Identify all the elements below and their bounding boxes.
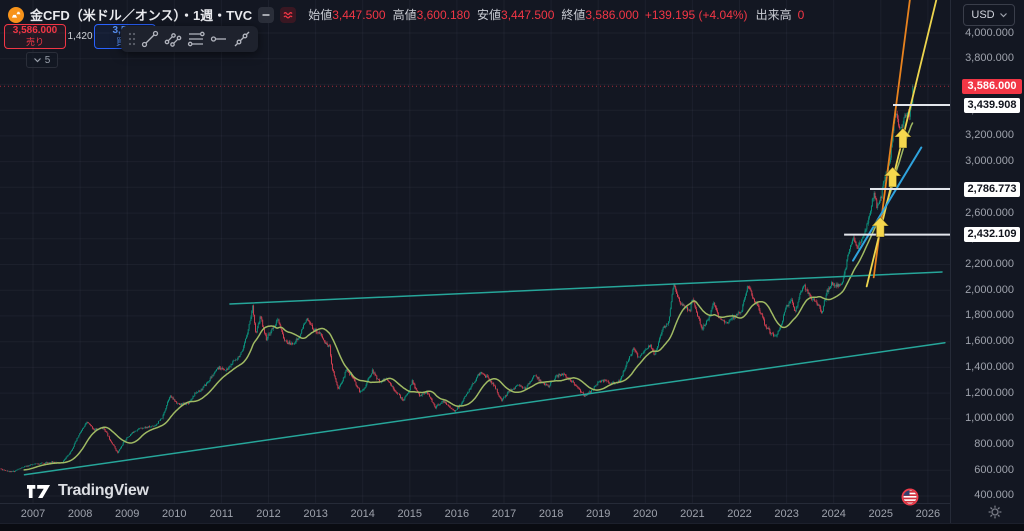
currency-dropdown[interactable]: USD <box>963 4 1015 26</box>
year-tick-label: 2019 <box>585 508 611 520</box>
price-tick-label: 800.000 <box>974 438 1014 451</box>
settings-gear-icon[interactable] <box>987 504 1003 520</box>
volume-label: 出来高 <box>755 8 792 22</box>
trendline-upper-resistance[interactable] <box>229 271 943 305</box>
object-tree-badge[interactable]: 5 <box>26 52 58 68</box>
year-tick-label: 2014 <box>350 508 375 520</box>
year-tick-label: 2008 <box>67 508 93 520</box>
year-tick-label: 2010 <box>162 508 187 520</box>
price-tick-label: 1,200.000 <box>965 386 1014 399</box>
trendline-lower-support[interactable] <box>23 341 946 476</box>
market-status-icon[interactable] <box>280 6 297 23</box>
spread-value: 1,420 <box>67 31 93 42</box>
gold-symbol-icon <box>8 6 24 23</box>
price-tick-label: 3,200.000 <box>965 129 1014 142</box>
ohlc-item: 終値3,586.000 <box>561 8 639 22</box>
badge-count: 5 <box>44 54 51 66</box>
price-axis[interactable]: USD 4,000.0003,800.0003,600.0003,400.000… <box>950 0 1024 523</box>
price-tick-label: 2,200.000 <box>965 257 1014 270</box>
price-tick-label: 3,000.000 <box>965 155 1014 168</box>
price-level-label[interactable]: 2,786.773 <box>964 181 1020 197</box>
year-tick-label: 2016 <box>444 508 470 520</box>
us-flag-event-icon[interactable] <box>901 488 919 506</box>
tradingview-logo-text: TradingView <box>58 482 149 499</box>
drag-handle-icon[interactable] <box>126 30 138 48</box>
time-axis[interactable]: 2007 2008 2009 2010 2011 2012 2013 2014 2015 2016… <box>0 503 950 524</box>
price-tick-label: 4,000.000 <box>965 26 1014 39</box>
year-tick-label: 2017 <box>491 508 517 520</box>
tradingview-logo-mark <box>27 484 51 498</box>
price-tick-label: 2,000.000 <box>965 283 1014 296</box>
year-tick-label: 2026 <box>915 508 941 520</box>
year-tick-label: 2013 <box>303 508 328 520</box>
sell-label: 売り <box>25 37 44 47</box>
up-arrow-1[interactable] <box>870 216 890 238</box>
tradingview-logo[interactable]: TradingView <box>27 482 149 500</box>
year-tick-label: 2009 <box>114 508 140 520</box>
year-tick-label: 2011 <box>209 508 234 520</box>
ohlc-legend: 始値3,447.500 高値3,600.180 安値3,447.500 終値3,586… <box>308 6 639 23</box>
minimize-icon[interactable] <box>258 6 275 23</box>
extended-line-icon[interactable] <box>231 28 253 50</box>
price-tick-label: 1,600.000 <box>965 335 1014 348</box>
year-tick-label: 2015 <box>397 508 423 520</box>
candle-wicks-up <box>3 84 914 473</box>
year-tick-label: 2021 <box>680 508 705 520</box>
price-tick-label: 400.000 <box>974 489 1014 502</box>
volume-value: 0 <box>797 7 805 22</box>
horizontal-lines-icon[interactable] <box>185 28 207 50</box>
year-tick-label: 2023 <box>774 508 799 520</box>
ohlc-item: 安値3,447.500 <box>477 8 555 22</box>
year-tick-label: 2007 <box>20 508 46 520</box>
parallel-trend-lines-icon[interactable] <box>162 28 184 50</box>
year-tick-label: 2025 <box>868 508 894 520</box>
up-arrow-3[interactable] <box>893 127 913 149</box>
price-tick-label: 3,800.000 <box>965 52 1014 65</box>
chevron-down-icon <box>999 12 1007 17</box>
currency-label: USD <box>971 9 995 21</box>
drawing-toolbar[interactable] <box>121 26 258 52</box>
sell-price: 3,586.000 <box>12 25 58 36</box>
year-tick-label: 2012 <box>256 508 281 520</box>
grid-lines <box>0 0 950 503</box>
trendline-projection-cyan[interactable] <box>852 146 923 262</box>
year-tick-label: 2018 <box>538 508 564 520</box>
price-change: +139.195 (+4.04%) <box>644 7 748 22</box>
candle-bodies-down <box>0 110 910 472</box>
window-bottom-edge <box>0 523 1024 531</box>
price-tick-label: 1,800.000 <box>965 309 1014 322</box>
symbol-title[interactable]: 金CFD（米ドル／オンス）・1週・TVC <box>30 8 253 23</box>
price-tick-label: 1,400.000 <box>965 360 1014 373</box>
year-tick-label: 2024 <box>821 508 846 520</box>
price-tick-label: 2,600.000 <box>965 206 1014 219</box>
horizontal-ray-icon[interactable] <box>208 28 230 50</box>
ohlc-item: 高値3,600.180 <box>392 8 470 22</box>
price-tick-label: 600.000 <box>974 463 1014 476</box>
current-price-label: 3,586.000 <box>962 78 1022 94</box>
chevron-down-icon <box>33 57 41 62</box>
year-tick-label: 2020 <box>633 508 658 520</box>
trend-line-icon[interactable] <box>139 28 161 50</box>
ohlc-item: 始値3,447.500 <box>308 8 386 22</box>
symbol-legend: 金CFD（米ドル／オンス）・1週・TVC 始値3,447.500 高値3,600.… <box>8 5 804 24</box>
year-tick-label: 2022 <box>727 508 752 520</box>
price-level-label[interactable]: 3,439.908 <box>964 97 1020 113</box>
moving-average-line[interactable] <box>23 122 914 471</box>
price-level-label[interactable]: 2,432.109 <box>964 227 1020 243</box>
up-arrow-2[interactable] <box>882 166 903 188</box>
candle-bodies-up <box>3 86 914 472</box>
price-tick-label: 1,000.000 <box>965 412 1014 425</box>
sell-button[interactable]: 3,586.000 売り <box>4 24 66 49</box>
